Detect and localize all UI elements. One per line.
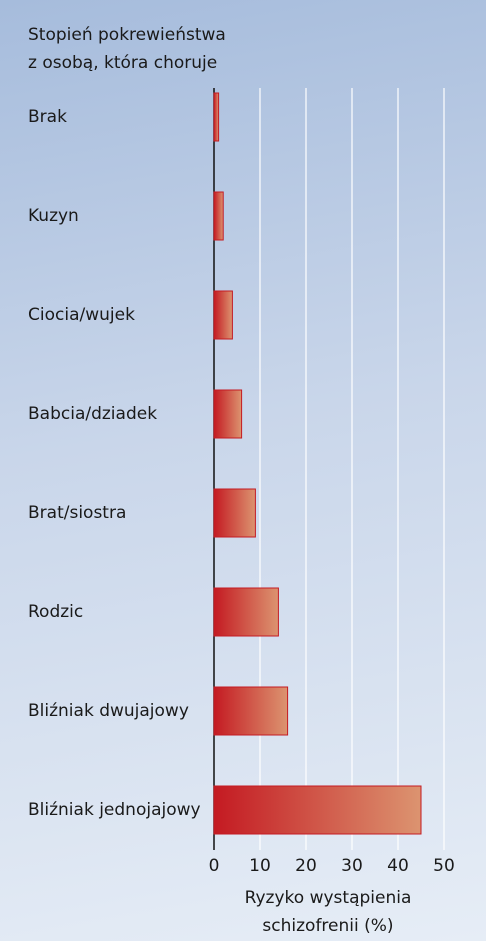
bar (213, 488, 256, 538)
x-axis-title: schizofrenii (%) (262, 916, 393, 936)
bar (213, 92, 220, 142)
bar (213, 785, 422, 835)
bar (213, 290, 233, 340)
y-tick-label: Bliźniak dwujajowy (28, 701, 189, 721)
y-tick-label: Babcia/dziadek (28, 404, 157, 424)
bar (213, 389, 243, 439)
x-axis-title: Ryzyko wystąpienia (245, 888, 412, 908)
y-axis-title: Stopień pokrewieństwa (28, 25, 226, 45)
y-tick-label: Bliźniak jednojajowy (28, 800, 201, 820)
y-tick-label: Rodzic (28, 602, 83, 622)
y-tick-label: Brak (28, 107, 67, 127)
y-axis-title: z osobą, która choruje (28, 53, 217, 73)
x-tick-label: 10 (249, 856, 271, 876)
bar (213, 587, 279, 637)
x-tick-label: 0 (209, 856, 220, 876)
bar (213, 686, 289, 736)
y-tick-label: Kuzyn (28, 206, 79, 226)
x-tick-label: 30 (341, 856, 363, 876)
x-tick-label: 40 (387, 856, 409, 876)
bar (213, 191, 224, 241)
x-tick-label: 20 (295, 856, 317, 876)
y-tick-label: Brat/siostra (28, 503, 126, 523)
x-tick-label: 50 (433, 856, 455, 876)
y-tick-label: Ciocia/wujek (28, 305, 135, 325)
